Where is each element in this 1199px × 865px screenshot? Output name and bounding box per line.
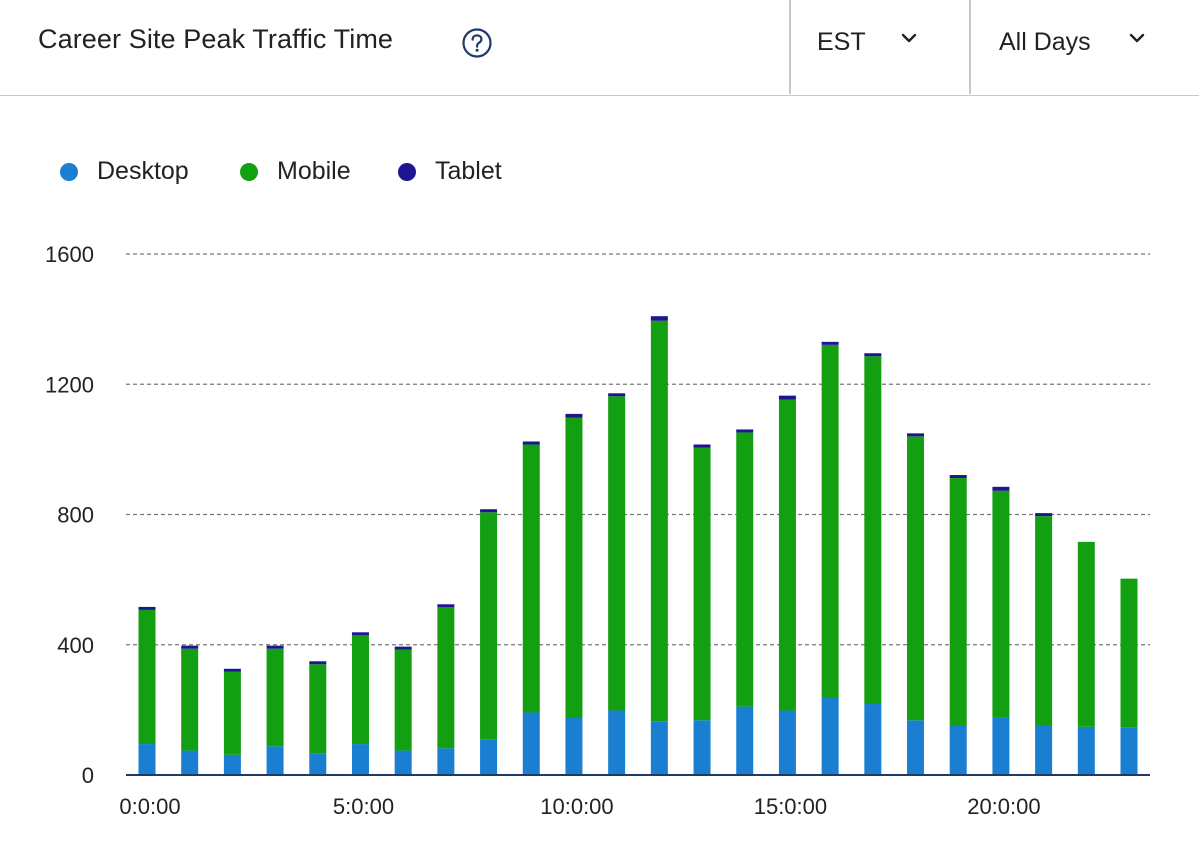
bar-tablet [1035,513,1053,517]
bar-desktop [181,750,199,775]
bar-tablet [650,316,668,321]
legend-label-desktop: Desktop [97,157,189,185]
bar-mobile [1035,516,1053,726]
legend-label-mobile: Mobile [277,157,351,185]
x-tick-label: 10:0:00 [540,794,613,819]
x-tick-label: 0:0:00 [119,794,180,819]
bar-desktop [394,750,412,775]
legend-dot-tablet [398,163,416,181]
bar-mobile [266,648,284,747]
bar-desktop [1077,726,1095,775]
bar-tablet [821,341,839,345]
bar-desktop [907,720,925,775]
bar-desktop [266,746,284,775]
bar-mobile [864,356,882,705]
chart-title: Career Site Peak Traffic Time [38,24,394,54]
bar-mobile [394,649,412,751]
bar-tablet [693,444,711,448]
bar-mobile [992,490,1010,718]
bar-desktop [309,753,327,775]
bar-desktop [992,717,1010,775]
header-divider [969,0,971,94]
question-circle-icon[interactable] [461,27,493,59]
header-divider [789,0,791,94]
bar-tablet [223,668,241,672]
y-tick-label: 0 [82,763,94,788]
bar-tablet [778,395,796,400]
bar-desktop [223,754,241,775]
legend-dot-mobile [240,163,258,181]
x-tick-label: 15:0:00 [754,794,827,819]
y-tick-label: 1600 [45,242,94,267]
days-value: All Days [999,28,1091,56]
x-tick-label: 20:0:00 [967,794,1040,819]
bar-desktop [1120,727,1138,775]
y-tick-label: 400 [57,633,94,658]
bar-mobile [1120,578,1138,728]
bar-tablet [437,604,455,608]
bar-mobile [736,432,754,707]
bar-mobile [608,396,626,711]
bar-tablet [565,413,583,418]
x-tick-label: 5:0:00 [333,794,394,819]
bar-tablet [266,645,284,649]
bar-desktop [821,697,839,775]
bar-desktop [522,712,540,775]
bar-mobile [778,399,796,711]
bar-tablet [522,441,540,445]
timezone-value: EST [817,28,866,56]
bar-desktop [565,718,583,775]
bar-tablet [949,475,967,479]
bar-mobile [138,609,156,745]
chevron-down-icon [1129,33,1145,43]
bar-desktop [437,748,455,775]
legend-dot-desktop [60,163,78,181]
timezone-dropdown[interactable]: EST [791,0,969,94]
bar-tablet [864,353,882,357]
bar-mobile [565,417,583,719]
bar-desktop [1035,725,1053,775]
bar-desktop [864,704,882,775]
bar-desktop [736,706,754,775]
days-dropdown[interactable]: All Days [971,0,1171,94]
bar-mobile [693,447,711,721]
y-tick-label: 1200 [45,372,94,397]
bar-mobile [309,664,327,754]
bar-tablet [181,645,199,649]
bar-tablet [351,632,369,636]
y-tick-label: 800 [57,503,94,528]
bar-mobile [821,344,839,698]
bar-desktop [650,721,668,775]
bar-desktop [693,720,711,775]
bar-mobile [480,512,498,740]
legend-label-tablet: Tablet [435,157,502,185]
bar-desktop [608,710,626,775]
bar-mobile [223,671,241,755]
bar-mobile [181,648,199,751]
bar-desktop [138,744,156,775]
bar-desktop [480,739,498,775]
bar-desktop [778,710,796,775]
bar-mobile [522,444,540,713]
bar-tablet [736,429,754,433]
bar-mobile [351,635,369,745]
bar-tablet [480,509,498,513]
bar-desktop [351,744,369,775]
bar-mobile [1077,541,1095,727]
chart-header: Career Site Peak Traffic Time EST All Da… [0,0,1199,96]
bar-tablet [394,646,412,650]
bar-tablet [309,661,327,665]
bar-tablet [608,393,626,397]
bar-tablet [992,486,1010,491]
bar-desktop [949,725,967,775]
chevron-down-icon [901,33,917,43]
bar-mobile [907,436,925,721]
bar-mobile [650,320,668,722]
bar-tablet [138,606,156,610]
bar-mobile [437,607,455,749]
bar-tablet [907,433,925,437]
bar-mobile [949,478,967,726]
